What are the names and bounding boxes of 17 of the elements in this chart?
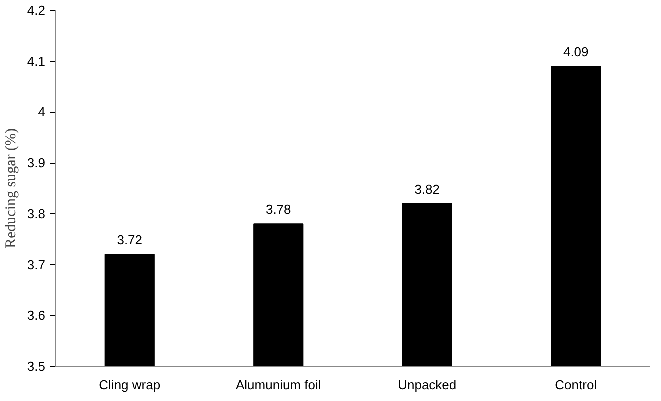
data-label: 3.78 — [266, 202, 292, 218]
data-label: 3.82 — [414, 182, 440, 197]
y-tick-label: 4.1 — [27, 54, 46, 69]
y-tick-label: 3.7 — [27, 257, 46, 272]
y-tick-label: 3.5 — [27, 359, 46, 374]
y-tick-label: 3.6 — [27, 308, 46, 324]
data-label: 3.72 — [117, 232, 143, 248]
y-tick-label: 3.8 — [27, 206, 46, 222]
x-tick-label: Cling wrap — [99, 378, 161, 392]
x-tick-label: Control — [555, 378, 598, 392]
y-axis-title: Reducing sugar (%) — [3, 128, 20, 248]
data-label: 4.09 — [563, 44, 589, 60]
y-tick-label: 4.2 — [27, 3, 46, 18]
x-tick-label: Unpacked — [398, 378, 457, 392]
x-tick-label: Alumunium foil — [236, 378, 322, 392]
y-tick-label: 3.9 — [27, 156, 46, 171]
y-tick-label: 4 — [38, 104, 46, 120]
